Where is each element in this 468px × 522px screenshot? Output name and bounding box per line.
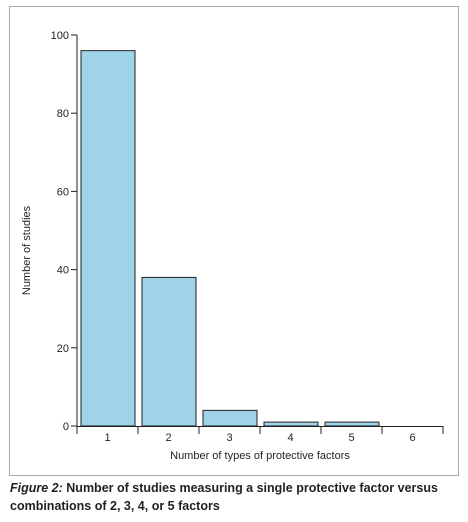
caption-text: Number of studies measuring a single pro…	[10, 481, 438, 513]
x-tick-label-1: 1	[104, 432, 110, 444]
x-tick-label-5: 5	[348, 432, 354, 444]
bar-4	[263, 421, 319, 427]
figure-label: Figure 2:	[10, 481, 63, 495]
axes: 0 20 40 60 80 100 1 2 3 4 5 6	[51, 30, 444, 444]
x-tick-label-2: 2	[165, 432, 171, 444]
y-tick-label-40: 40	[57, 265, 69, 277]
bar-3	[202, 409, 258, 427]
x-tick-label-6: 6	[409, 432, 415, 444]
x-tick-label-4: 4	[287, 432, 293, 444]
y-tick-label-60: 60	[57, 186, 69, 198]
x-axis-title: Number of types of protective factors	[170, 450, 350, 462]
x-tick-label-3: 3	[226, 432, 232, 444]
figure-frame: 0 20 40 60 80 100 1 2 3 4 5 6 Number of types of pr…	[9, 6, 459, 476]
y-tick-label-0: 0	[63, 421, 69, 433]
y-tick-label-100: 100	[51, 30, 69, 42]
figure-caption: Figure 2: Number of studies measuring a …	[10, 479, 458, 515]
y-axis-title: Number of studies	[21, 205, 33, 295]
bar-chart: 0 20 40 60 80 100 1 2 3 4 5 6 Number of types of pr…	[21, 30, 444, 462]
y-tick-label-80: 80	[57, 108, 69, 120]
bar-2	[141, 276, 197, 427]
bars	[80, 50, 380, 427]
y-tick-label-20: 20	[57, 343, 69, 355]
bar-5	[324, 421, 380, 427]
bar-1	[80, 50, 136, 427]
